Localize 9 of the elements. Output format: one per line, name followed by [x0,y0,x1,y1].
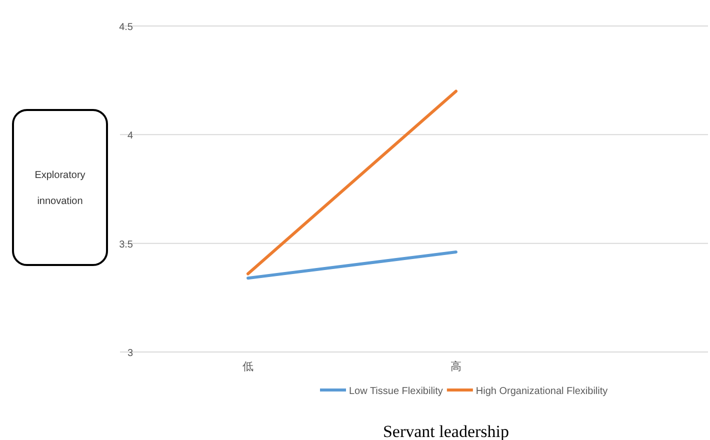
x-tick-label: 低 [242,361,254,373]
legend-label: Low Tissue Flexibility [349,386,443,397]
y-tick-label: 4 [127,130,134,142]
y-tick-label: 3 [127,348,134,359]
y-tick-label: 4.5 [119,22,134,33]
x-tick-label: 高 [450,360,462,373]
y-tick-label: 3.5 [119,239,134,250]
text: Exploratory innovation [34,170,86,207]
legend-label: High Organizational Flexibility [476,386,608,397]
